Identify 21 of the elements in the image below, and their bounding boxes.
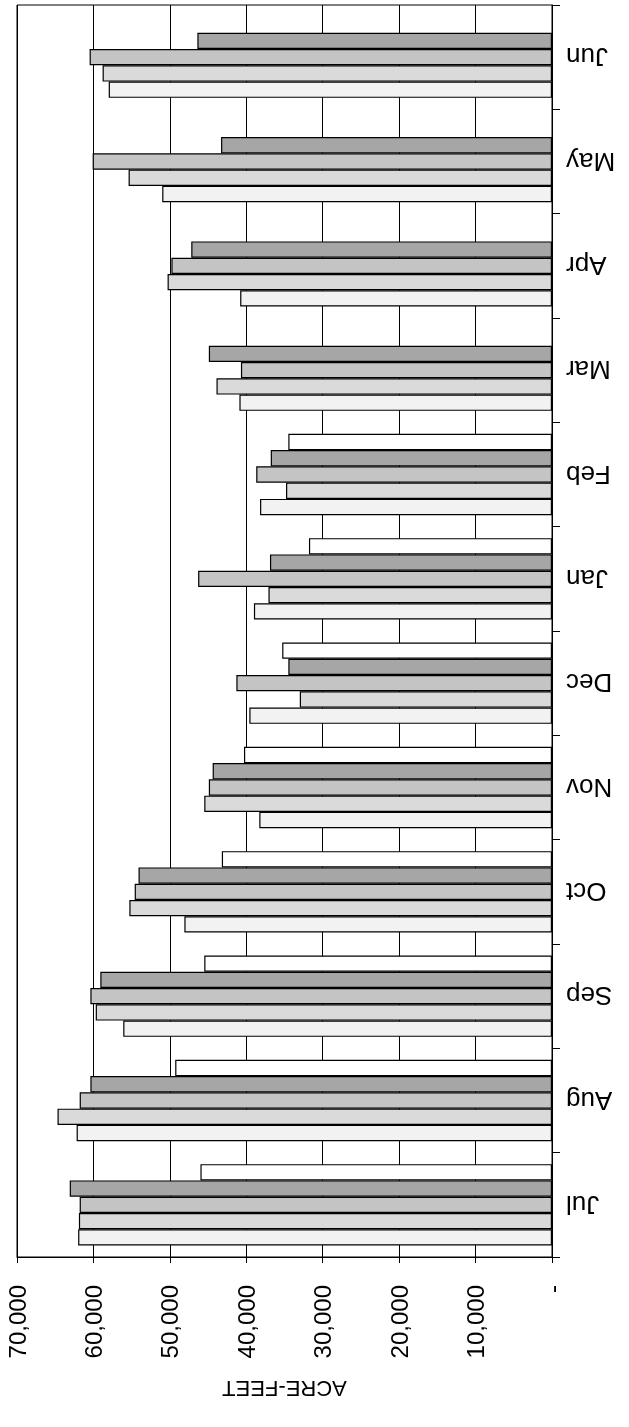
- x-tick-label: 70,000: [3, 1285, 31, 1359]
- y-tick-label: Jan: [566, 563, 608, 594]
- y-tick-label: Sep: [566, 981, 613, 1012]
- y-tick-label: Feb: [566, 459, 611, 490]
- y-tick-label: Jun: [566, 42, 608, 73]
- x-tick-label: 40,000: [232, 1285, 260, 1359]
- y-tick-label: Dec: [566, 668, 613, 699]
- y-tick-label: Oct: [565, 876, 607, 907]
- x-axis-title: ACRE-FEET: [222, 1375, 347, 1401]
- x-tick-label: 60,000: [79, 1285, 107, 1359]
- y-tick-label: Mar: [565, 355, 611, 386]
- x-tick-label: 10,000: [462, 1285, 490, 1359]
- y-tick-label: Aug: [566, 1085, 613, 1116]
- y-tick-label: Jul: [566, 1189, 600, 1220]
- y-tick-label: May: [566, 146, 616, 177]
- x-tick-label: 30,000: [309, 1285, 337, 1359]
- y-tick-label: Apr: [565, 250, 607, 281]
- x-tick-label: -: [538, 1285, 566, 1293]
- x-tick-label: 50,000: [156, 1285, 184, 1359]
- x-tick-label: 20,000: [385, 1285, 413, 1359]
- y-tick-label: Nov: [566, 772, 613, 803]
